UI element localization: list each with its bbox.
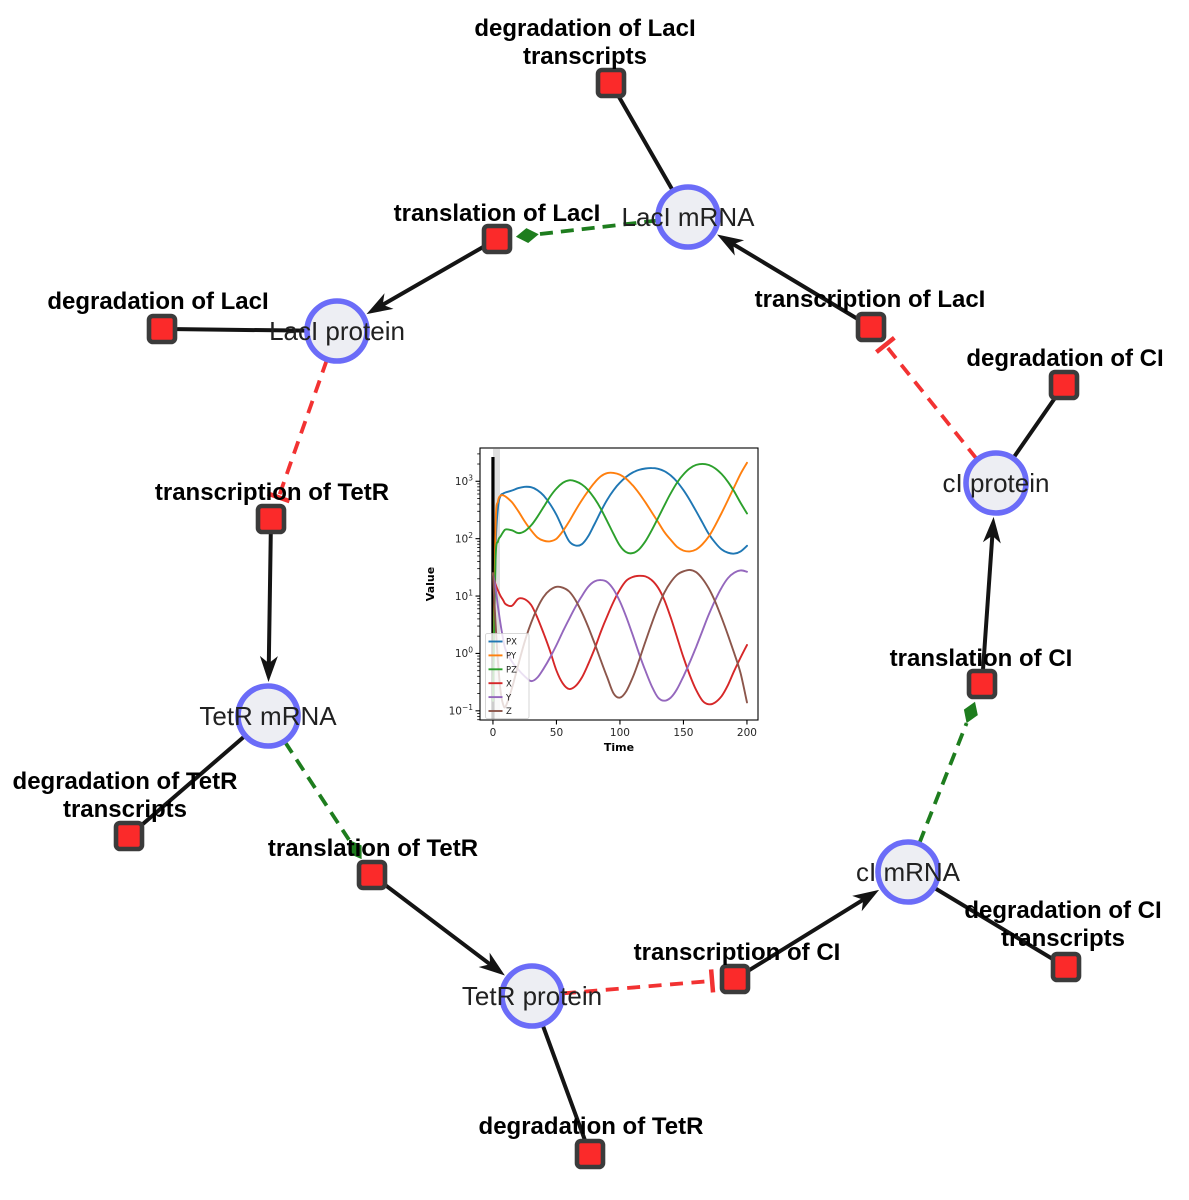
- species-label-ci_mrna: cI mRNA: [856, 857, 961, 887]
- edge-inhibition-laci_protein-transc_tetr: [276, 359, 329, 498]
- nodes-layer: [113, 67, 1082, 1170]
- edge-inhibition-laci_protein-transc_tetr-tbar-head: [267, 491, 291, 504]
- reaction-label-deg_tetr: degradation of TetR: [479, 1113, 704, 1140]
- axes-box: [479, 447, 759, 721]
- x-tick-label: 100: [610, 727, 630, 739]
- species-node-ci_protein[interactable]: [963, 450, 1029, 516]
- edge-product-transc_ci-ci_mrna: [745, 898, 865, 974]
- labels-layer: degradation of LacI transcripts translatio…: [13, 15, 1164, 1140]
- reaction-label-deg_ci_tx: degradation of CI transcripts: [964, 897, 1161, 952]
- reaction-node-deg_laci_tx[interactable]: [595, 67, 627, 99]
- edges-layer: [139, 94, 1057, 1141]
- legend-label-X: X: [506, 679, 512, 689]
- reaction-label-deg_tetr_tx: degradation of TetR transcripts: [13, 768, 238, 823]
- reaction-node-transl_tetr[interactable]: [356, 859, 388, 891]
- edge-product-transl_tetr-tetr_protein: [381, 882, 491, 966]
- y-axis-label: Value: [424, 567, 437, 601]
- reaction-label-transl_laci: translation of LacI: [394, 200, 601, 227]
- initial-transient-band: [493, 449, 500, 719]
- reaction-label-transc_laci: transcription of LacI: [755, 286, 986, 313]
- edge-product-transc_laci-laci_mrna-arrowhead: [717, 234, 745, 256]
- reaction-label-transc_tetr: transcription of TetR: [155, 479, 389, 506]
- reaction-node-transc_ci[interactable]: [719, 963, 751, 995]
- reaction-label-transl_tetr: translation of TetR: [268, 835, 478, 862]
- species-node-laci_mrna[interactable]: [655, 184, 721, 250]
- x-tick-label: 200: [737, 727, 757, 739]
- edge-inhibition-ci_protein-transc_laci-tbar-head: [875, 336, 896, 354]
- species-node-ci_mrna[interactable]: [875, 839, 941, 905]
- reaction-node-deg_tetr_tx[interactable]: [113, 820, 145, 852]
- chart-legend: PX PY PZ XYZ: [485, 633, 530, 719]
- species-label-laci_mrna: LacI mRNA: [622, 202, 756, 232]
- reaction-label-deg_laci: degradation of LacI: [47, 288, 268, 315]
- species-node-tetr_protein[interactable]: [499, 963, 565, 1029]
- species-label-tetr_mrna: TetR mRNA: [199, 701, 337, 731]
- edge-product-transc_laci-laci_mrna: [732, 242, 861, 322]
- edge-reactant-ci_mrna-deg_ci_tx: [932, 885, 1055, 961]
- series-line-PX: [492, 467, 748, 702]
- y-tick-label: 10−1: [449, 703, 474, 718]
- x-tick-label: 0: [490, 727, 497, 739]
- reaction-label-deg_ci: degradation of CI: [966, 345, 1163, 372]
- reaction-node-transl_laci[interactable]: [481, 223, 513, 255]
- edge-reactant-tetr_mrna-deg_tetr_tx: [139, 734, 247, 828]
- edge-reactant-ci_protein-deg_ci: [1011, 396, 1057, 460]
- reaction-node-transc_laci[interactable]: [855, 311, 887, 343]
- species-node-tetr_mrna[interactable]: [235, 683, 301, 749]
- edge-product-transl_laci-laci_protein-arrowhead: [366, 293, 394, 315]
- edge-inhibition-tetr_protein-transc_ci: [562, 979, 713, 996]
- edge-product-transc_ci-ci_mrna-arrowhead: [852, 889, 880, 912]
- edge-reactant-laci_protein-deg_laci: [175, 327, 309, 333]
- edge-modifier-ci_mrna-transl_ci-diamond-head: [963, 701, 978, 724]
- legend-label-Z: Z: [506, 707, 512, 717]
- y-tick-label: 101: [455, 588, 473, 603]
- reaction-node-deg_ci[interactable]: [1048, 369, 1080, 401]
- species-label-tetr_protein: TetR protein: [462, 981, 602, 1011]
- series-line-X: [492, 573, 748, 706]
- reaction-label-transc_ci: transcription of CI: [634, 939, 841, 966]
- legend-label-Y: Y: [505, 693, 512, 703]
- series-line-PZ: [492, 462, 748, 702]
- y-tick-label: 103: [455, 474, 473, 489]
- species-node-laci_protein[interactable]: [304, 298, 370, 364]
- species-label-laci_protein: LacI protein: [269, 316, 405, 346]
- reaction-node-deg_tetr[interactable]: [574, 1138, 606, 1170]
- species-label-ci_protein: cI protein: [943, 468, 1050, 498]
- edge-product-transl_ci-ci_protein: [981, 534, 995, 672]
- legend-label-PY: PY: [506, 652, 517, 662]
- x-axis-label: Time: [604, 741, 634, 754]
- edge-modifier-tetr_mrna-transl_tetr: [283, 740, 351, 841]
- edge-product-transl_laci-laci_protein: [381, 244, 486, 307]
- edge-product-transl_ci-ci_protein-arrowhead: [982, 516, 1001, 544]
- legend-label-PX: PX: [506, 638, 517, 648]
- reaction-node-deg_ci_tx[interactable]: [1050, 951, 1082, 983]
- edge-reactant-tetr_protein-deg_tetr: [540, 1023, 587, 1141]
- reaction-node-transc_tetr[interactable]: [255, 503, 287, 535]
- edge-modifier-laci_mrna-transl_laci-diamond-head: [515, 228, 539, 243]
- y-tick-label: 102: [455, 531, 473, 546]
- edge-product-transc_tetr-tetr_mrna-arrowhead: [259, 655, 278, 682]
- reaction-node-transl_ci[interactable]: [966, 668, 998, 700]
- edge-modifier-ci_mrna-transl_ci: [917, 722, 969, 844]
- edge-inhibition-tetr_protein-transc_ci-tbar-head: [708, 969, 716, 993]
- edge-reactant-laci_mrna-deg_laci_tx: [616, 94, 675, 193]
- edge-product-transc_tetr-tetr_mrna: [266, 531, 273, 665]
- edge-inhibition-ci_protein-transc_laci: [883, 343, 979, 460]
- x-tick-label: 150: [673, 727, 693, 739]
- x-tick-label: 50: [550, 727, 563, 739]
- series-line-PY: [492, 461, 748, 702]
- edge-product-transl_tetr-tetr_protein-arrowhead: [478, 952, 505, 976]
- reaction-label-deg_laci_tx: degradation of LacI transcripts: [474, 15, 695, 70]
- y-tick-label: 100: [455, 646, 473, 661]
- legend-label-PZ: PZ: [506, 666, 517, 676]
- edge-modifier-tetr_mrna-transl_tetr-diamond-head: [349, 839, 362, 860]
- timeseries-inset-chart: 0 50 100 150 200Time10−1100101102103ValuePXP…: [424, 447, 759, 754]
- reaction-label-transl_ci: translation of CI: [890, 645, 1073, 672]
- reaction-node-deg_laci[interactable]: [146, 313, 178, 345]
